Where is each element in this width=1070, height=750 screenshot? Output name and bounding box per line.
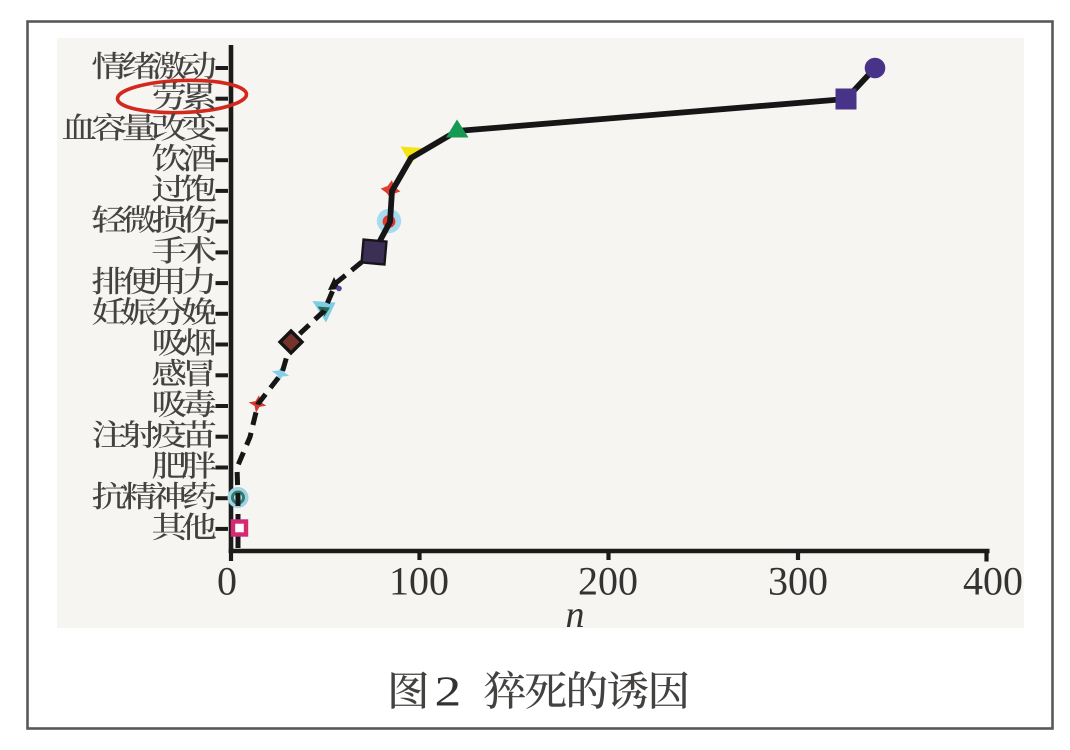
svg-text:2: 2: [435, 669, 462, 716]
svg-text:400: 400: [963, 559, 1023, 604]
svg-text:200: 200: [578, 559, 638, 604]
svg-text:100: 100: [389, 559, 449, 604]
svg-text:n: n: [566, 594, 585, 636]
svg-text:0: 0: [217, 559, 237, 604]
svg-text:300: 300: [768, 559, 828, 604]
